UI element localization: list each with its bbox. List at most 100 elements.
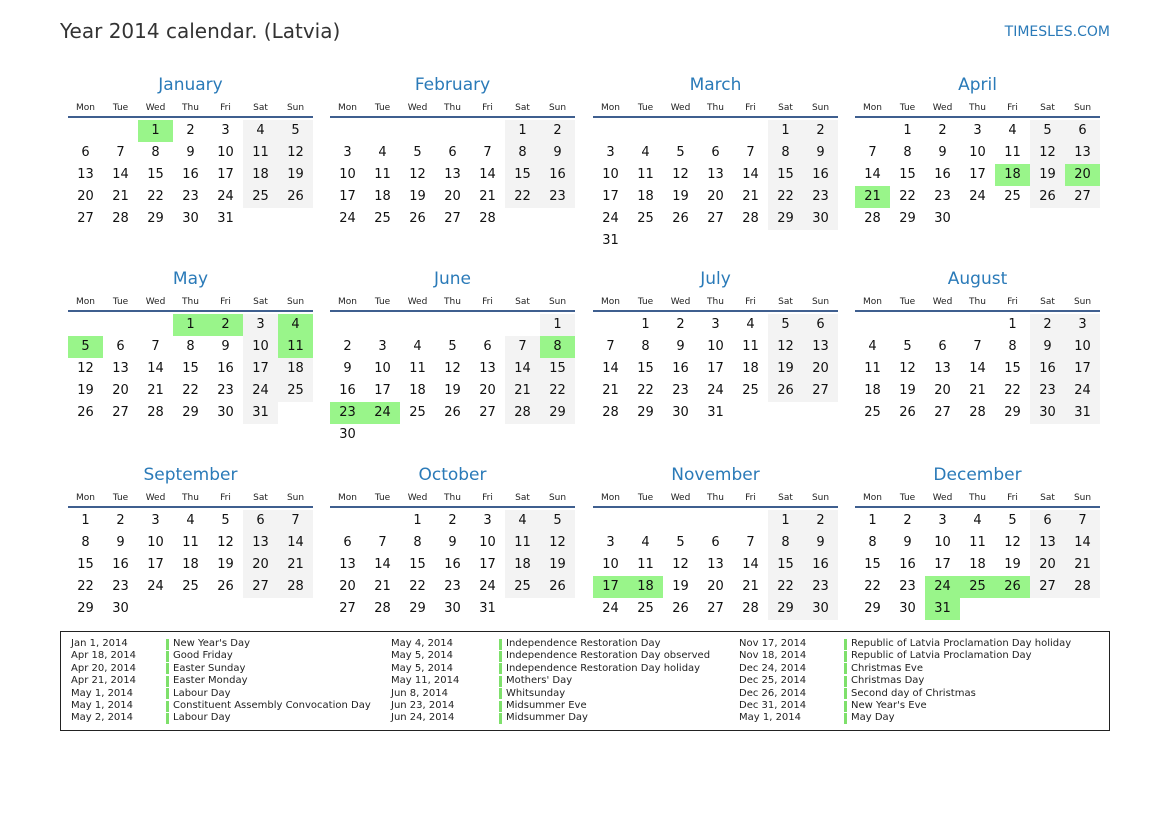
holiday-name: Labour Day xyxy=(173,687,231,699)
day-cell: 8 xyxy=(413,535,422,550)
holiday-marker xyxy=(166,638,169,650)
holiday-date: Apr 18, 2014 xyxy=(71,650,137,662)
day-cell: 10 xyxy=(479,535,496,550)
day-cell: 16 xyxy=(339,383,356,398)
holiday-name: Midsummer Day xyxy=(506,712,588,724)
day-cell: 21 xyxy=(112,189,129,204)
day-cell: 30 xyxy=(899,601,916,616)
day-cell: 6 xyxy=(1030,510,1065,532)
weekday-header: Sun xyxy=(1073,493,1092,503)
day-cell: 10 xyxy=(243,336,278,358)
day-cell: 16 xyxy=(803,164,838,186)
weekday-header: Tue xyxy=(112,103,129,113)
day-cell: 25 xyxy=(1004,189,1021,204)
day-cell: 18 xyxy=(374,189,391,204)
holiday-date: May 5, 2014 xyxy=(391,650,454,662)
brand-link[interactable]: TIMESLES.COM xyxy=(1004,24,1110,40)
day-cell: 18 xyxy=(182,557,199,572)
day-cell: 12 xyxy=(444,361,461,376)
day-cell: 3 xyxy=(973,123,982,138)
day-cell: 20 xyxy=(707,189,724,204)
holiday-marker xyxy=(499,688,502,700)
weekday-header: Sat xyxy=(253,103,268,113)
weekday-header: Thu xyxy=(969,103,986,113)
day-cell: 2 xyxy=(903,513,912,528)
day-cell: 17 xyxy=(374,383,391,398)
day-cell: 12 xyxy=(1004,535,1021,550)
day-cell: 17 xyxy=(147,557,164,572)
holiday-name: Whitsunday xyxy=(506,687,566,699)
day-cell: 7 xyxy=(505,336,540,358)
day-cell: 28 xyxy=(1065,576,1100,598)
weekday-header: Thu xyxy=(182,297,199,307)
day-cell: 22 xyxy=(182,383,199,398)
day-cell: 12 xyxy=(672,557,689,572)
day-cell: 7 xyxy=(278,510,313,532)
day-cell: 30 xyxy=(1030,402,1065,424)
day-cell: 10 xyxy=(602,557,619,572)
holiday-day-cell: 4 xyxy=(278,314,313,336)
day-cell: 5 xyxy=(221,513,230,528)
day-cell: 1 xyxy=(768,120,803,142)
weekday-header: Sat xyxy=(778,297,793,307)
holiday-marker xyxy=(166,688,169,700)
day-cell: 28 xyxy=(742,601,759,616)
day-cell: 11 xyxy=(1004,145,1021,160)
day-cell: 12 xyxy=(540,532,575,554)
day-cell: 25 xyxy=(278,380,313,402)
day-cell: 30 xyxy=(672,405,689,420)
day-cell: 27 xyxy=(77,211,94,226)
day-cell: 9 xyxy=(903,535,912,550)
weekday-header: Tue xyxy=(899,493,916,503)
day-cell: 14 xyxy=(505,358,540,380)
weekday-header: Tue xyxy=(374,297,391,307)
day-cell: 25 xyxy=(637,601,654,616)
day-cell: 11 xyxy=(969,535,986,550)
weekday-header: Sun xyxy=(811,297,830,307)
page-title: Year 2014 calendar. (Latvia) xyxy=(60,19,341,43)
day-cell: 11 xyxy=(505,532,540,554)
day-cell: 2 xyxy=(116,513,125,528)
day-cell: 24 xyxy=(479,579,496,594)
day-cell: 12 xyxy=(77,361,94,376)
day-cell: 28 xyxy=(278,576,313,598)
weekday-header: Sat xyxy=(253,297,268,307)
day-cell: 2 xyxy=(676,317,685,332)
month-divider xyxy=(593,506,838,508)
day-cell: 13 xyxy=(77,167,94,182)
holiday-day-cell: 23 xyxy=(330,402,365,424)
weekday-header: Tue xyxy=(899,297,916,307)
day-cell: 21 xyxy=(479,189,496,204)
weekday-header: Tue xyxy=(112,297,129,307)
holiday-name: Midsummer Eve xyxy=(506,700,587,711)
day-cell: 4 xyxy=(868,339,877,354)
day-cell: 15 xyxy=(540,358,575,380)
month-title: April xyxy=(958,75,997,95)
day-cell: 7 xyxy=(483,145,492,160)
weekday-header: Wed xyxy=(670,103,691,113)
day-cell: 2 xyxy=(803,510,838,532)
day-cell: 18 xyxy=(278,358,313,380)
holiday-day-cell: 25 xyxy=(960,576,995,598)
day-cell: 19 xyxy=(1030,164,1065,186)
holiday-date: Jun 24, 2014 xyxy=(391,712,455,724)
day-cell: 26 xyxy=(672,211,689,226)
day-cell: 17 xyxy=(479,557,496,572)
holiday-marker xyxy=(499,663,502,675)
day-cell: 31 xyxy=(1065,402,1100,424)
day-cell: 27 xyxy=(479,405,496,420)
day-cell: 13 xyxy=(243,532,278,554)
day-cell: 10 xyxy=(602,167,619,182)
weekday-header: Sun xyxy=(548,103,567,113)
day-cell: 12 xyxy=(672,167,689,182)
day-cell: 2 xyxy=(448,513,457,528)
weekday-header: Sat xyxy=(515,493,530,503)
day-cell: 28 xyxy=(479,211,496,226)
day-cell: 20 xyxy=(803,358,838,380)
day-cell: 19 xyxy=(768,358,803,380)
day-cell: 12 xyxy=(217,535,234,550)
day-cell: 22 xyxy=(864,579,881,594)
day-cell: 27 xyxy=(934,405,951,420)
month-title: January xyxy=(158,75,223,95)
